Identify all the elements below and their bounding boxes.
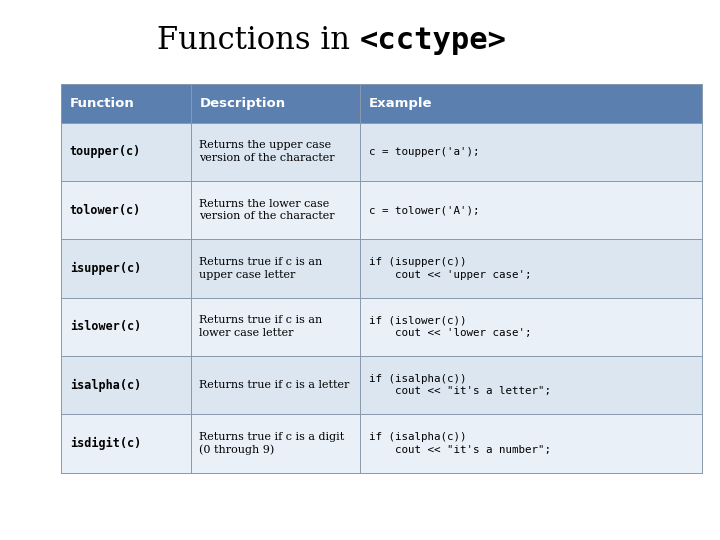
Text: Description: Description bbox=[199, 97, 286, 110]
Text: Function: Function bbox=[70, 97, 135, 110]
Text: Returns true if c is an
upper case letter: Returns true if c is an upper case lette… bbox=[199, 257, 323, 280]
Text: Example: Example bbox=[369, 97, 432, 110]
Text: isupper(c): isupper(c) bbox=[70, 262, 141, 275]
Text: toupper(c): toupper(c) bbox=[70, 145, 141, 158]
Text: c = tolower('A');: c = tolower('A'); bbox=[369, 205, 479, 215]
Text: Returns the upper case
version of the character: Returns the upper case version of the ch… bbox=[199, 140, 335, 163]
Text: <cctype>: <cctype> bbox=[360, 26, 507, 55]
Text: isdigit(c): isdigit(c) bbox=[70, 437, 141, 450]
Bar bbox=[61, 414, 702, 472]
Text: c = toupper('a');: c = toupper('a'); bbox=[369, 147, 479, 157]
Bar bbox=[61, 84, 702, 123]
Text: Functions in: Functions in bbox=[157, 25, 360, 56]
Text: if (islower(c))
    cout << 'lower case';: if (islower(c)) cout << 'lower case'; bbox=[369, 315, 531, 338]
Text: Returns true if c is a letter: Returns true if c is a letter bbox=[199, 380, 350, 390]
Text: if (isupper(c))
    cout << 'upper case';: if (isupper(c)) cout << 'upper case'; bbox=[369, 257, 531, 280]
Text: Returns true if c is an
lower case letter: Returns true if c is an lower case lette… bbox=[199, 315, 323, 338]
Bar bbox=[61, 356, 702, 414]
Bar bbox=[61, 239, 702, 298]
Bar bbox=[61, 123, 702, 181]
Text: isalpha(c): isalpha(c) bbox=[70, 379, 141, 392]
Text: if (isalpha(c))
    cout << "it's a letter";: if (isalpha(c)) cout << "it's a letter"; bbox=[369, 374, 551, 396]
Text: if (isalpha(c))
    cout << "it's a number";: if (isalpha(c)) cout << "it's a number"; bbox=[369, 432, 551, 455]
Bar bbox=[61, 181, 702, 239]
Text: Returns true if c is a digit
(0 through 9): Returns true if c is a digit (0 through … bbox=[199, 431, 345, 455]
Text: islower(c): islower(c) bbox=[70, 320, 141, 333]
Text: Returns the lower case
version of the character: Returns the lower case version of the ch… bbox=[199, 199, 335, 221]
Text: tolower(c): tolower(c) bbox=[70, 204, 141, 217]
Bar bbox=[61, 298, 702, 356]
